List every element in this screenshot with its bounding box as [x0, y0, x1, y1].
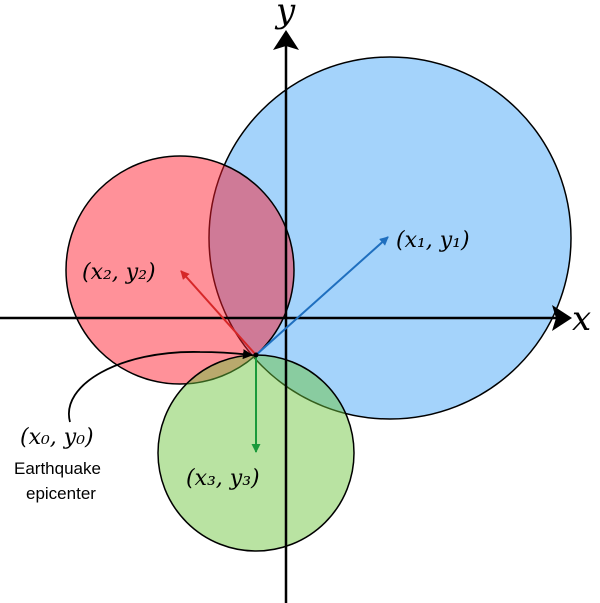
epicenter-caption-line2: epicenter — [26, 484, 96, 503]
label-p3: (x₃, y₃) — [186, 466, 260, 491]
epicenter-caption-line1: Earthquake — [14, 459, 101, 478]
x-axis-arrowhead — [552, 305, 572, 331]
epicenter-dot — [253, 352, 259, 358]
label-p0: (x₀, y₀) — [20, 425, 94, 450]
vector-to-p2 — [180, 270, 257, 356]
y-axis-label: y — [274, 0, 296, 31]
label-p2: (x₂, y₂) — [82, 260, 156, 285]
blue-circle — [208, 56, 572, 420]
vector-to-p1 — [255, 236, 389, 356]
x-axis-label: x — [572, 299, 591, 339]
label-p1: (x₁, y₁) — [396, 228, 470, 253]
y-axis-arrowhead — [273, 30, 299, 50]
red-circle — [65, 155, 295, 385]
epicenter-pointer-curve — [68, 349, 253, 423]
